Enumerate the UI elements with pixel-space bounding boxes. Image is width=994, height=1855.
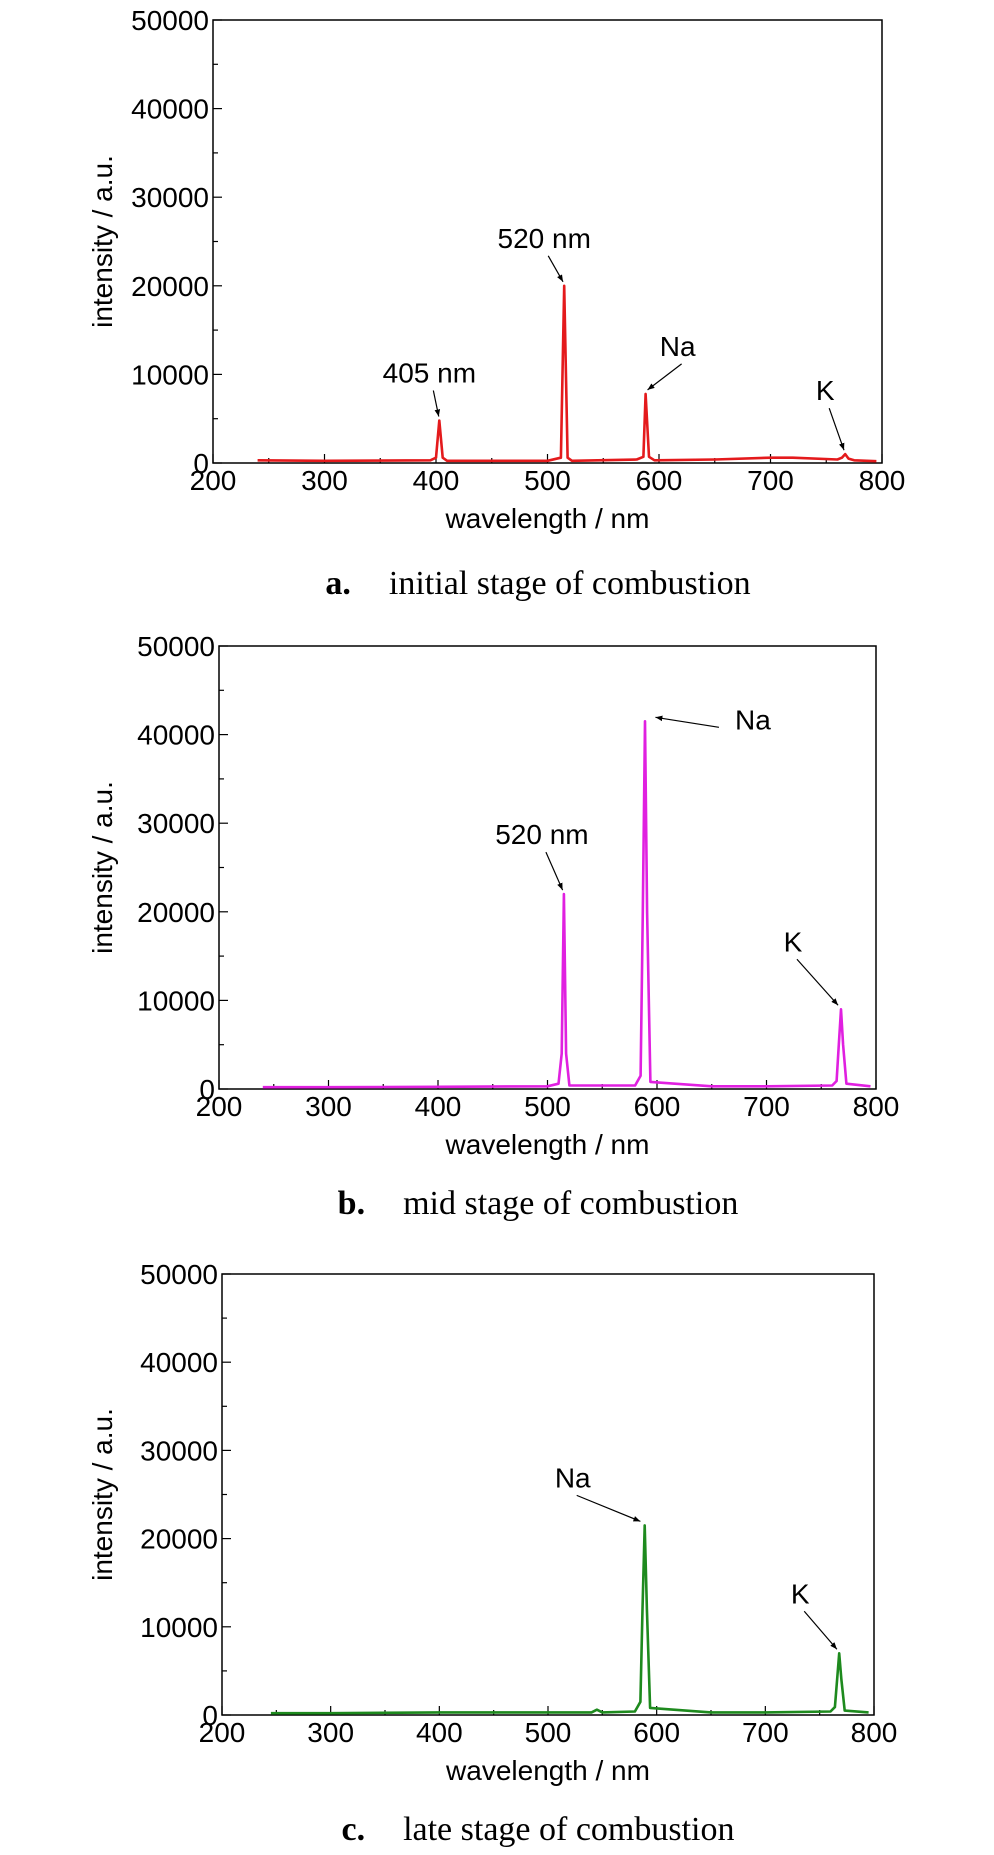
y-tick-label: 50000 [131, 5, 209, 36]
annotation-arrow [545, 851, 564, 891]
x-tick-label: 200 [196, 1091, 243, 1122]
annotation-arrow [803, 1610, 838, 1650]
x-tick-label: 500 [524, 465, 571, 496]
x-tick-label: 600 [633, 1717, 680, 1748]
peak-annotation-label: 520 nm [495, 819, 588, 850]
peak-annotation-label: K [791, 1578, 810, 1609]
plot-frame [221, 1273, 875, 1716]
x-tick-label: 400 [415, 1091, 462, 1122]
peak-annotation-label: 405 nm [383, 357, 476, 388]
x-tick-label: 500 [525, 1717, 572, 1748]
annotation-arrow [432, 390, 441, 417]
panel-letter: a. [325, 565, 351, 602]
y-tick-label: 30000 [140, 1435, 218, 1466]
annotation-arrow [796, 958, 839, 1006]
y-tick-label: 0 [199, 1074, 215, 1105]
y-axis-label: intensity / a.u. [87, 781, 118, 954]
panel-caption: a. initial stage of combustion [325, 565, 750, 602]
panel-caption-text: mid stage of combustion [403, 1185, 738, 1222]
y-tick-label: 20000 [140, 1524, 218, 1555]
chart-panel-c: 200 300 400 500 600 700 800 0 10000 20000 30000 400… [87, 1259, 897, 1848]
x-tick-label: 800 [859, 465, 906, 496]
panel-letter: c. [341, 1811, 365, 1848]
x-axis-label: wavelength / nm [445, 1129, 650, 1160]
spectrum-line [257, 284, 877, 463]
spectrum-line [262, 719, 871, 1089]
panel-caption-text: initial stage of combustion [389, 565, 751, 602]
x-tick-label: 600 [636, 465, 683, 496]
annotation-arrow [576, 1494, 641, 1522]
x-tick-label: 200 [190, 465, 237, 496]
y-tick-label: 50000 [137, 631, 215, 662]
y-tick-label: 40000 [140, 1347, 218, 1378]
peak-annotation-label: Na [555, 1462, 591, 1493]
chart-panel-a: 200 300 400 500 600 700 800 0 10000 20000 30000 400… [87, 5, 905, 602]
x-tick-label: 700 [747, 465, 794, 496]
x-axis-label: wavelength / nm [445, 1755, 650, 1786]
x-tick-label: 800 [851, 1717, 898, 1748]
peak-annotation-label: K [816, 375, 835, 406]
x-tick-label: 700 [742, 1717, 789, 1748]
x-tick-label: 300 [305, 1091, 352, 1122]
x-tick-label: 200 [199, 1717, 246, 1748]
y-tick-label: 0 [193, 448, 209, 479]
panel-caption: c. late stage of combustion [341, 1811, 734, 1848]
y-tick-label: 40000 [131, 94, 209, 125]
annotation-arrow [655, 715, 720, 728]
x-tick-label: 400 [413, 465, 460, 496]
y-axis-label: intensity / a.u. [87, 155, 118, 328]
x-tick-label: 500 [524, 1091, 571, 1122]
x-tick-label: 300 [301, 465, 348, 496]
y-tick-label: 30000 [137, 808, 215, 839]
spectrum-line [270, 1524, 869, 1715]
y-tick-label: 20000 [131, 271, 209, 302]
y-tick-label: 20000 [137, 897, 215, 928]
annotation-arrow [547, 255, 564, 283]
panel-caption-text: late stage of combustion [403, 1811, 734, 1848]
annotation-arrow [828, 407, 845, 451]
y-tick-label: 40000 [137, 720, 215, 751]
plot-frame [218, 645, 877, 1090]
x-tick-label: 700 [743, 1091, 790, 1122]
y-tick-label: 10000 [131, 359, 209, 390]
chart-panel-b: 200 300 400 500 600 700 800 0 10000 20000 30000 400… [87, 631, 899, 1222]
y-axis-label: intensity / a.u. [87, 1408, 118, 1581]
y-tick-label: 50000 [140, 1259, 218, 1290]
panel-letter: b. [338, 1185, 365, 1222]
y-tick-label: 10000 [137, 985, 215, 1016]
panel-caption: b. mid stage of combustion [338, 1185, 739, 1222]
x-tick-label: 600 [634, 1091, 681, 1122]
x-tick-label: 400 [416, 1717, 463, 1748]
annotation-arrow [647, 363, 682, 391]
x-tick-label: 800 [853, 1091, 900, 1122]
peak-annotation-label: 520 nm [498, 223, 591, 254]
peak-annotation-label: Na [660, 331, 696, 362]
y-tick-label: 0 [202, 1700, 218, 1731]
x-tick-label: 300 [307, 1717, 354, 1748]
x-axis-label: wavelength / nm [445, 503, 650, 534]
peak-annotation-label: Na [735, 704, 771, 735]
y-tick-label: 30000 [131, 182, 209, 213]
y-tick-label: 10000 [140, 1612, 218, 1643]
peak-annotation-label: K [784, 926, 803, 957]
